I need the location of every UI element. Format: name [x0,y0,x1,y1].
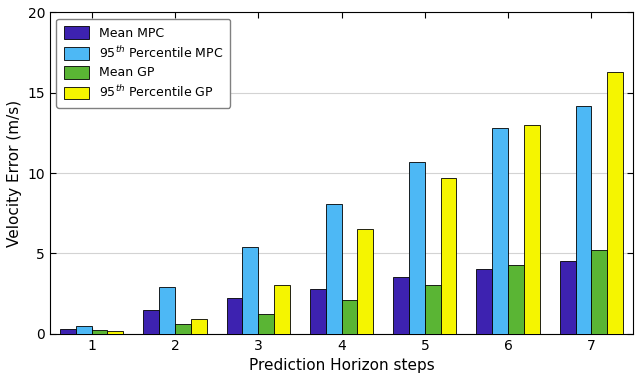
Bar [524,125,540,334]
Bar [108,331,124,334]
Bar [357,229,373,334]
Bar [159,287,175,334]
Bar [243,247,258,334]
Bar [508,264,524,334]
Y-axis label: Velocity Error (m/s): Velocity Error (m/s) [7,100,22,247]
Bar [560,261,575,334]
Legend: Mean MPC, 95$^{th}$ Percentile MPC, Mean GP, 95$^{th}$ Percentile GP: Mean MPC, 95$^{th}$ Percentile MPC, Mean… [56,19,230,108]
Bar [492,128,508,334]
Bar [274,285,290,334]
Bar [175,324,191,334]
Bar [76,326,92,334]
Bar [575,106,591,334]
X-axis label: Prediction Horizon steps: Prediction Horizon steps [249,358,435,373]
Bar [60,329,76,334]
Bar [92,331,108,334]
Bar [393,277,409,334]
Bar [326,204,342,334]
Bar [191,319,207,334]
Bar [425,285,441,334]
Bar [409,162,425,334]
Bar [342,300,357,334]
Bar [258,314,274,334]
Bar [591,250,607,334]
Bar [143,310,159,334]
Bar [310,289,326,334]
Bar [607,72,623,334]
Bar [441,178,456,334]
Bar [227,298,243,334]
Bar [476,269,492,334]
